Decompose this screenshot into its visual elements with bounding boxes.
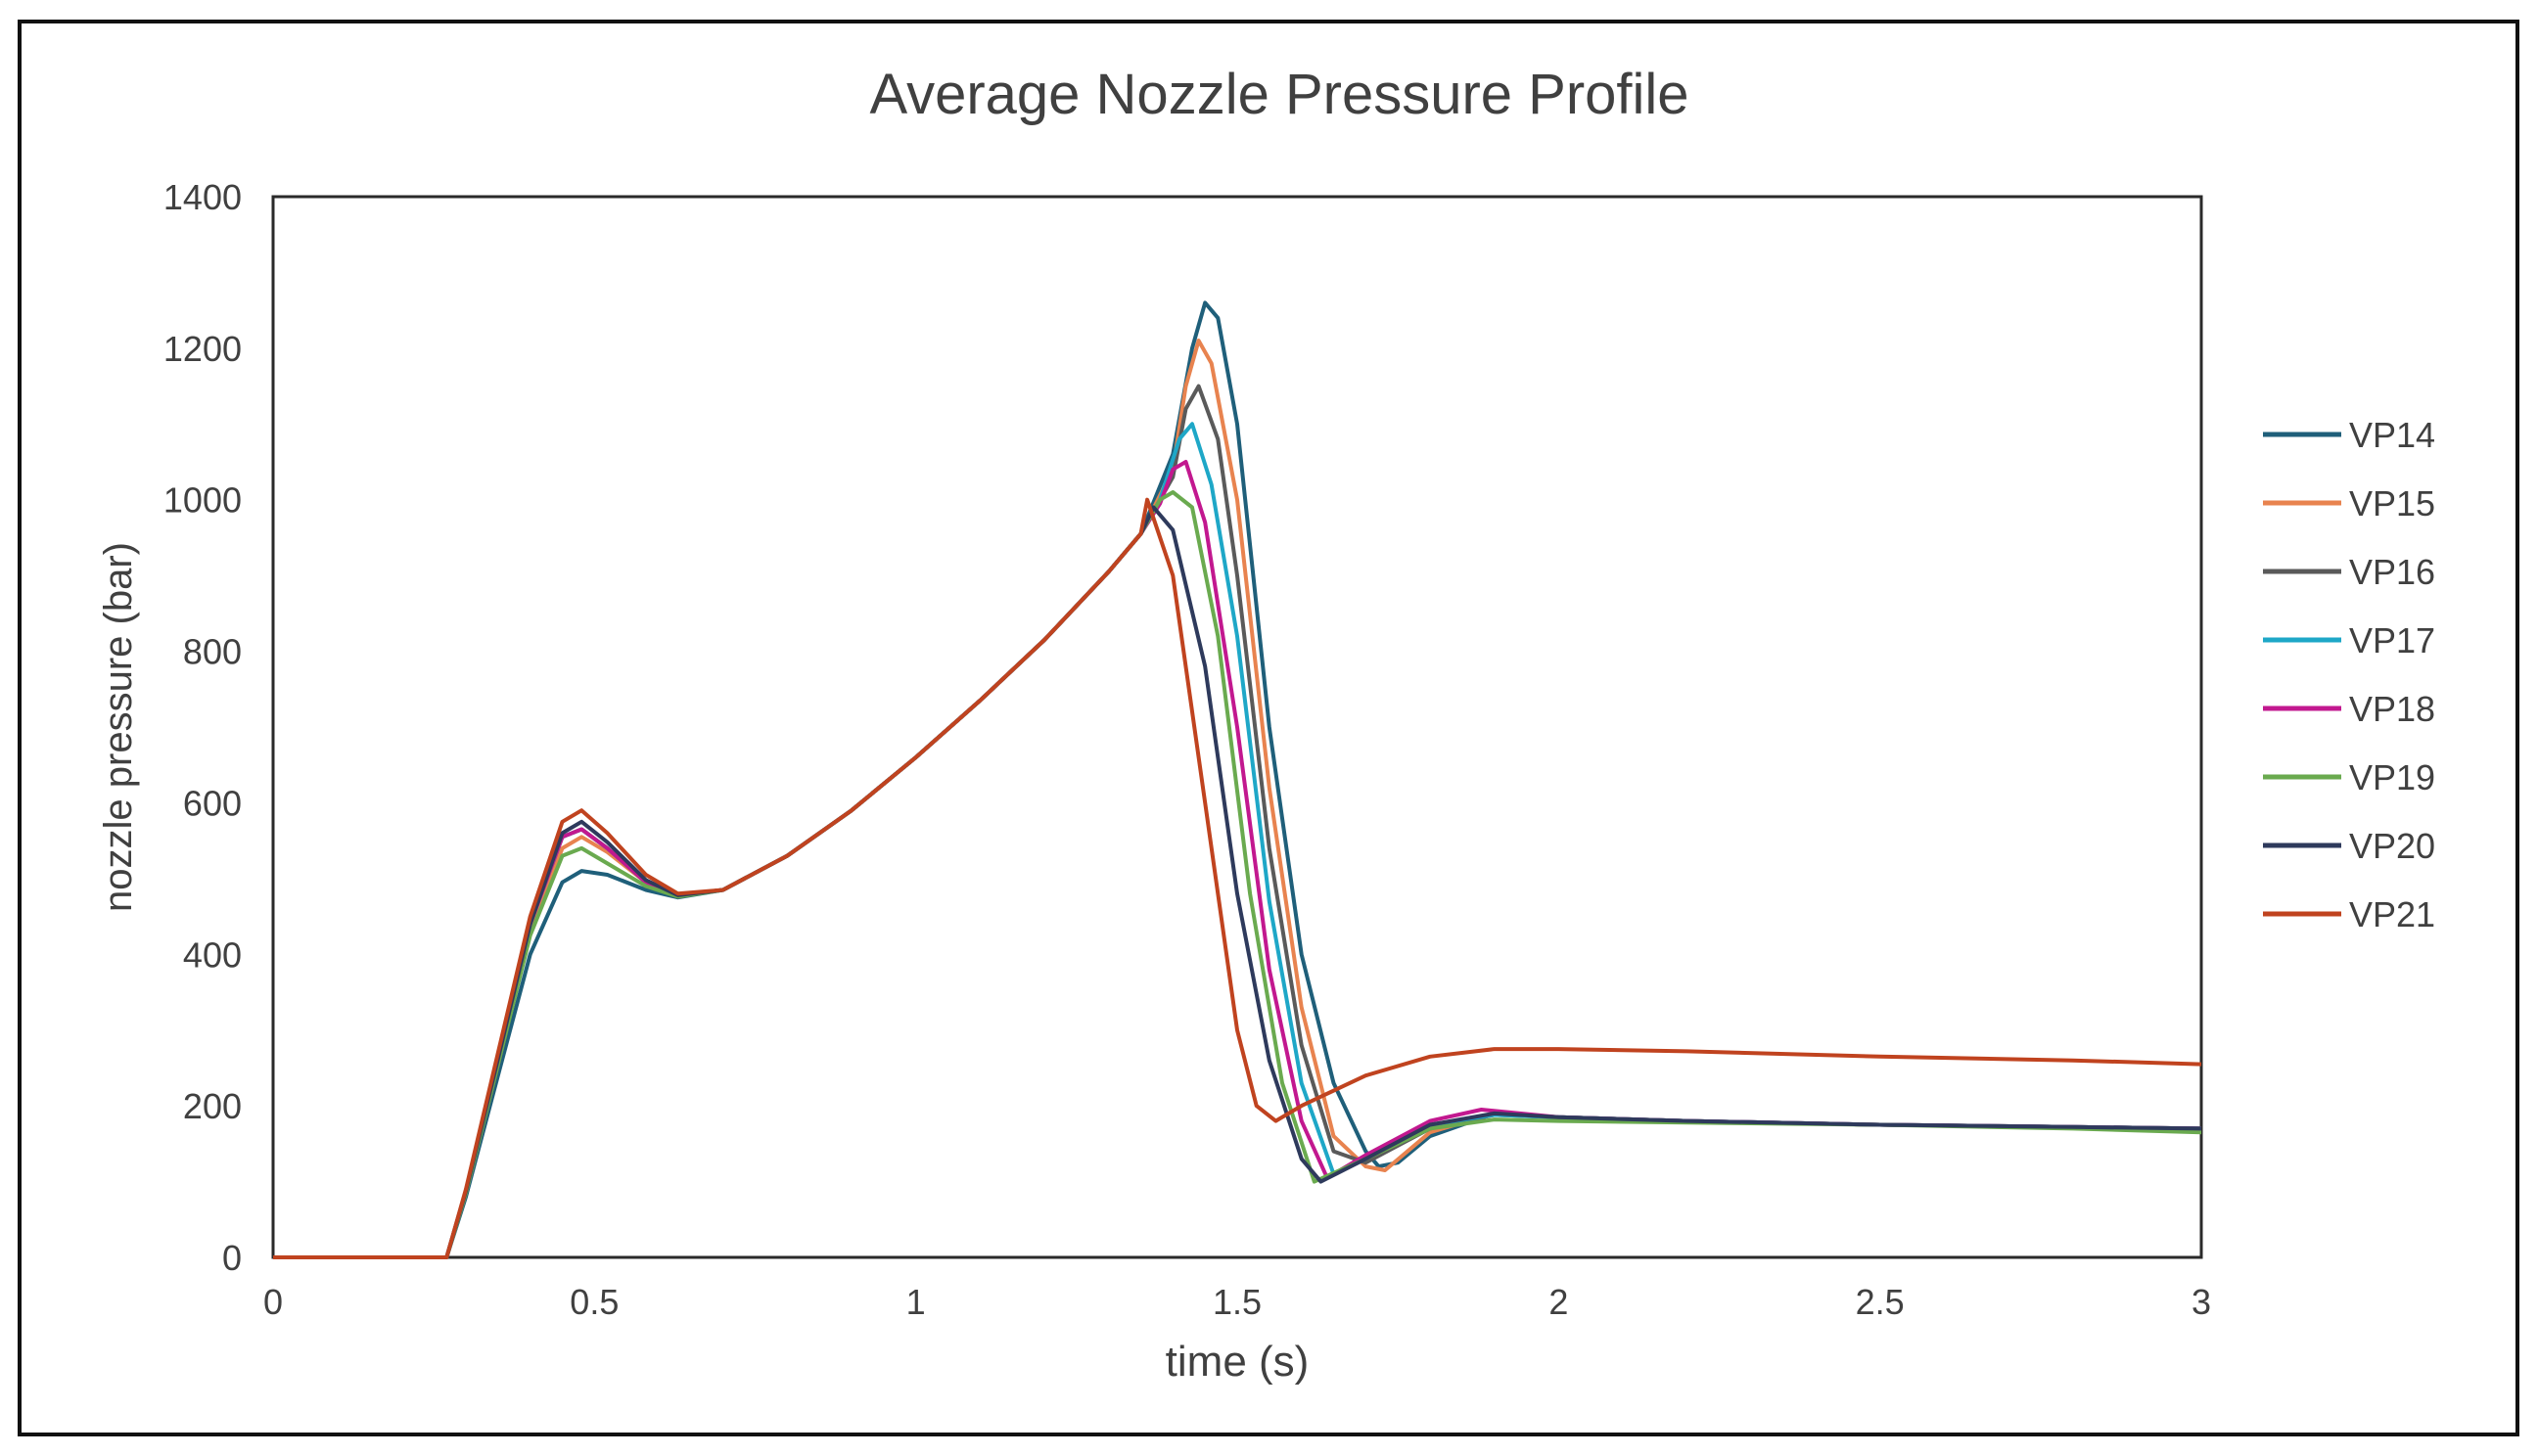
- legend-label-vp21: VP21: [2349, 894, 2435, 934]
- x-axis-ticks: 0 0.5 1 1.5 2 2.5 3: [263, 1282, 2211, 1322]
- x-tick-label: 1.5: [1213, 1282, 1262, 1322]
- legend: VP14 VP15 VP16 VP17 VP18 VP19 VP20 VP21: [2263, 415, 2435, 934]
- x-axis-label: time (s): [1166, 1338, 1310, 1386]
- x-tick-label: 1: [906, 1282, 926, 1322]
- chart-frame: Average Nozzle Pressure Profile 0 200 400 6…: [18, 20, 2519, 1436]
- x-tick-label: 0.5: [570, 1282, 619, 1322]
- y-tick-label: 800: [183, 632, 242, 672]
- legend-label-vp14: VP14: [2349, 415, 2435, 455]
- x-tick-label: 3: [2192, 1282, 2211, 1322]
- chart-title: Average Nozzle Pressure Profile: [869, 63, 1688, 126]
- y-tick-label: 1200: [163, 329, 242, 369]
- line-chart: Average Nozzle Pressure Profile 0 200 400 6…: [97, 63, 2435, 1386]
- y-tick-label: 600: [183, 783, 242, 823]
- x-tick-label: 2.5: [1856, 1282, 1905, 1322]
- legend-label-vp15: VP15: [2349, 483, 2435, 523]
- legend-label-vp19: VP19: [2349, 757, 2435, 797]
- legend-label-vp20: VP20: [2349, 826, 2435, 866]
- y-tick-label: 1400: [163, 177, 242, 217]
- series-line-vp14: [273, 300, 2202, 1259]
- y-tick-label: 1000: [163, 480, 242, 521]
- legend-label-vp18: VP18: [2349, 689, 2435, 729]
- y-tick-label: 400: [183, 934, 242, 975]
- x-tick-label: 2: [1548, 1282, 1568, 1322]
- y-tick-label: 0: [222, 1238, 242, 1278]
- x-tick-label: 0: [263, 1282, 283, 1322]
- y-axis-label: nozzle pressure (bar): [97, 542, 140, 912]
- series-line-vp21: [273, 497, 2202, 1259]
- legend-label-vp16: VP16: [2349, 552, 2435, 592]
- series-lines: [273, 300, 2202, 1259]
- y-tick-label: 200: [183, 1086, 242, 1126]
- y-axis-ticks: 0 200 400 600 800 1000 1200 1400: [163, 177, 242, 1278]
- legend-label-vp17: VP17: [2349, 620, 2435, 660]
